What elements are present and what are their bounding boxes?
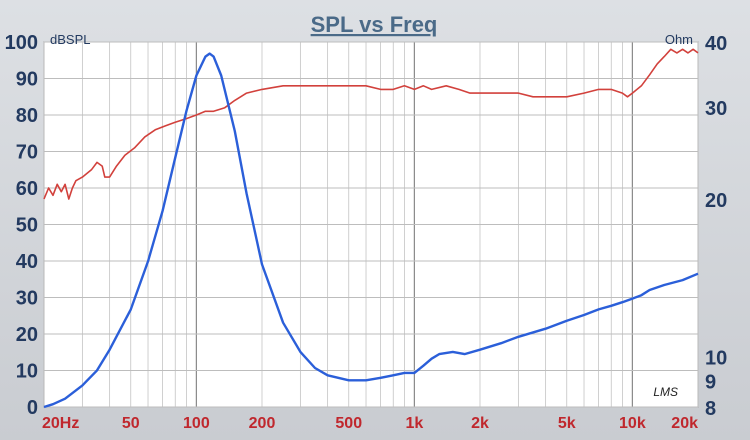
y-tick-label-right: 9 [705,371,716,393]
watermark: LMS [653,385,678,399]
y-tick-label-left: 100 [5,32,38,54]
x-tick-label: 1k [405,415,423,432]
y-tick-label-right: 40 [705,33,727,55]
x-tick-label: 50 [122,415,140,432]
chart-title: SPL vs Freq [311,12,438,37]
x-tick-label: 500 [335,415,362,432]
y-tick-label-left: 70 [16,142,38,164]
y-tick-label-right: 20 [705,190,727,212]
x-tick-label: 20Hz [42,415,79,432]
series-layer [43,48,699,409]
y-tick-label-left: 20 [16,324,38,346]
x-tick-label: 20k [671,415,698,432]
y-tick-label-left: 60 [16,178,38,200]
grid [43,41,699,408]
x-tick-label: 5k [558,415,576,432]
y-tick-label-right: 30 [705,98,727,120]
y-tick-label-left: 30 [16,288,38,310]
y-tick-label-left: 40 [16,251,38,273]
y-tick-label-right: 8 [705,398,716,420]
y-tick-label-left: 50 [16,215,38,237]
spl-curve [43,48,699,200]
right-axis-unit: Ohm [665,32,693,47]
y-tick-label-left: 10 [16,361,38,383]
x-tick-label: 200 [249,415,276,432]
x-tick-label: 100 [183,415,210,432]
x-tick-label: 10k [619,415,646,432]
y-tick-label-left: 80 [16,105,38,127]
y-tick-label-left: 90 [16,69,38,91]
y-tick-label-left: 0 [27,397,38,419]
y-tick-label-right: 10 [705,347,727,369]
impedance-curve [43,52,699,409]
left-axis-unit: dBSPL [50,32,90,47]
x-tick-label: 2k [471,415,489,432]
